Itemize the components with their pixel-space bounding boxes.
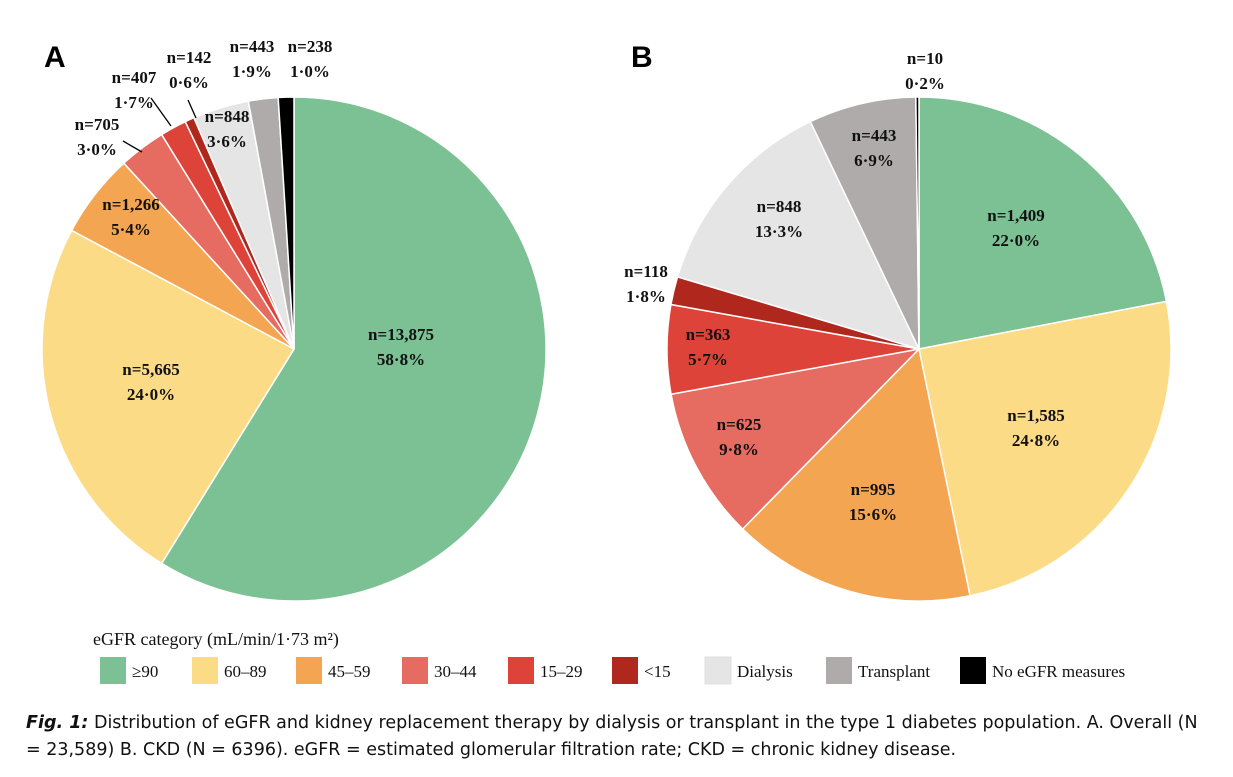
legend-label-transplant: Transplant xyxy=(858,662,930,681)
pie-a-percent-label-30-44: 3·0% xyxy=(77,140,117,159)
pie-a-count-label-30-44: n=705 xyxy=(75,115,120,134)
pie-b-percent-label-transplant: 6·9% xyxy=(854,151,894,170)
pie-b-count-label-no-egfr-measures: n=10 xyxy=(907,49,943,68)
pie-b-percent-label-60-89: 24·8% xyxy=(1012,431,1060,450)
pie-a-percent-label-60-89: 24·0% xyxy=(127,385,175,404)
pie-a-leader-line-lt15 xyxy=(187,99,197,119)
legend-label-15-29: 15–29 xyxy=(540,662,583,681)
pie-a-percent-label-no-egfr-measures: 1·0% xyxy=(290,62,330,81)
pie-b-count-label-lt15: n=118 xyxy=(624,262,668,281)
legend-swatch-30-44 xyxy=(402,657,428,684)
pie-a-percent-label-dialysis: 3·6% xyxy=(207,132,247,151)
pie-a-count-label-dialysis: n=848 xyxy=(205,107,250,126)
pie-b-slice-dialysis xyxy=(676,120,921,351)
legend-label-30-44: 30–44 xyxy=(434,662,477,681)
pie-a-count-label-60-89: n=5,665 xyxy=(122,360,179,379)
legend-swatch-lt15 xyxy=(612,657,638,684)
pie-b-count-label-15-29: n=363 xyxy=(686,325,731,344)
pie-b-percent-label-ge90: 22·0% xyxy=(992,231,1040,250)
pie-a-percent-label-ge90: 58·8% xyxy=(377,350,425,369)
legend-swatch-45-59 xyxy=(296,657,322,684)
pie-b-slice-45-59 xyxy=(741,347,971,602)
pie-a-count-label-no-egfr-measures: n=238 xyxy=(288,37,333,56)
pie-a-leader-line-15-29 xyxy=(150,97,172,127)
pie-a-slice-60-89 xyxy=(41,229,296,565)
pie-chart-b: B n=1,409 22·0% n=1,585 24·8% n=995 15·6% n=62… xyxy=(624,41,1172,602)
pie-b-slice-60-89 xyxy=(918,300,1172,597)
legend-label-lt15: <15 xyxy=(644,662,671,681)
pie-b-count-label-ge90: n=1,409 xyxy=(987,206,1044,225)
caption-label: Fig. 1: xyxy=(26,713,89,733)
pie-b-count-label-60-89: n=1,585 xyxy=(1007,406,1064,425)
pie-b-count-label-transplant: n=443 xyxy=(852,126,897,145)
pie-b-slice-30-44 xyxy=(670,347,922,531)
legend-swatch-ge90 xyxy=(100,657,126,684)
legend-label-45-59: 45–59 xyxy=(328,662,371,681)
pie-a-percent-label-15-29: 1·7% xyxy=(114,93,154,112)
pie-a-slice-no-egfr-measures xyxy=(277,96,295,350)
pie-a-percent-label-45-59: 5·4% xyxy=(111,220,151,239)
legend-swatch-no-egfr-measures xyxy=(960,657,986,684)
pie-b-count-label-dialysis: n=848 xyxy=(757,197,802,216)
figure-caption: Fig. 1: Distribution of eGFR and kidney … xyxy=(26,710,1216,764)
pie-a-count-label-transplant: n=443 xyxy=(230,37,275,56)
legend-swatch-60-89 xyxy=(192,657,218,684)
panel-label-b: B xyxy=(631,41,653,74)
pie-a-count-label-45-59: n=1,266 xyxy=(102,195,159,214)
pie-a-count-label-lt15: n=142 xyxy=(167,48,212,67)
pie-b-slice-no-egfr-measures xyxy=(915,96,920,350)
caption-text: Distribution of eGFR and kidney replacem… xyxy=(26,713,1198,760)
pie-b-percent-label-lt15: 1·8% xyxy=(626,287,666,306)
legend-label-dialysis: Dialysis xyxy=(737,662,793,681)
legend-swatch-dialysis xyxy=(704,656,732,685)
pie-chart-a: A n=13,875 58·8% n=5,665 24·0% n=1,266 5·4% n=… xyxy=(41,37,547,602)
pie-b-percent-label-30-44: 9·8% xyxy=(719,440,759,459)
legend-label-ge90: ≥90 xyxy=(132,662,158,681)
pie-b-percent-label-dialysis: 13·3% xyxy=(755,222,803,241)
pie-b-percent-label-no-egfr-measures: 0·2% xyxy=(905,74,945,93)
legend: eGFR category (mL/min/1·73 m²) ≥90 60–89 4… xyxy=(93,629,1125,685)
pie-b-percent-label-15-29: 5·7% xyxy=(688,350,728,369)
pie-a-count-label-15-29: n=407 xyxy=(112,68,157,87)
pie-b-count-label-30-44: n=625 xyxy=(717,415,762,434)
panel-label-a: A xyxy=(44,41,66,74)
legend-label-no-egfr-measures: No eGFR measures xyxy=(992,662,1125,681)
pie-b-slice-ge90 xyxy=(918,96,1168,350)
legend-label-60-89: 60–89 xyxy=(224,662,267,681)
pie-b-slice-transplant xyxy=(809,96,920,350)
pie-b-percent-label-45-59: 15·6% xyxy=(849,505,897,524)
legend-swatch-transplant xyxy=(826,657,852,684)
pie-a-percent-label-transplant: 1·9% xyxy=(232,62,272,81)
pie-a-slice-ge90 xyxy=(160,96,547,602)
pie-b-count-label-45-59: n=995 xyxy=(851,480,896,499)
pie-a-percent-label-lt15: 0·6% xyxy=(169,73,209,92)
pie-a-count-label-ge90: n=13,875 xyxy=(368,325,434,344)
legend-title: eGFR category (mL/min/1·73 m²) xyxy=(93,629,339,650)
pie-a-leader-line-30-44 xyxy=(122,140,143,153)
legend-swatch-15-29 xyxy=(508,657,534,684)
